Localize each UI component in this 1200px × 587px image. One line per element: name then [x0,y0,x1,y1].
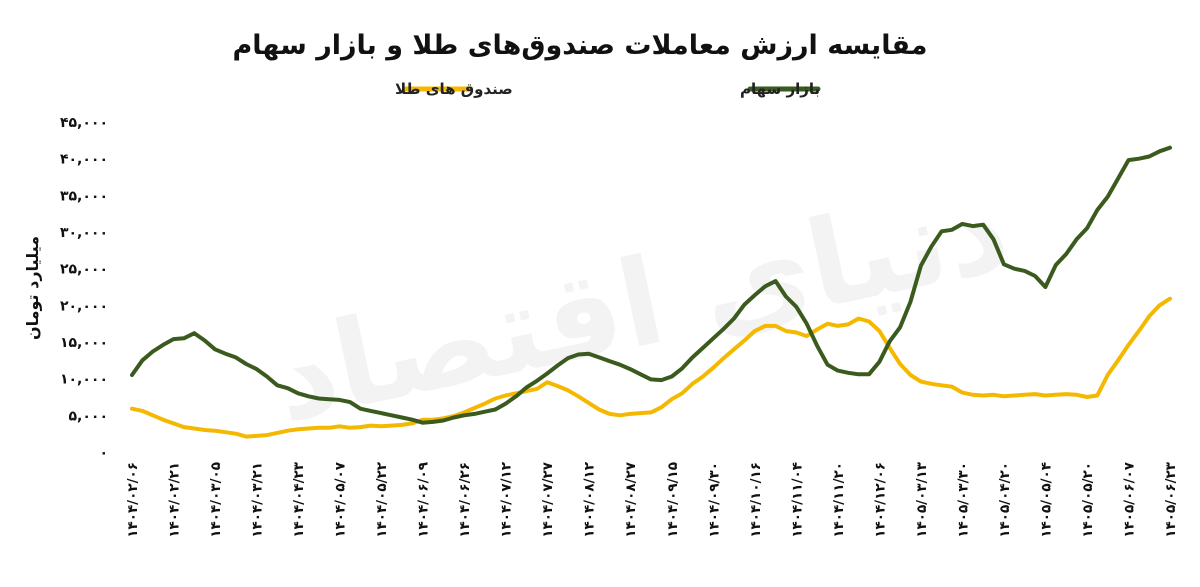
y-tick-label: ۰ [99,445,108,461]
legend: بازار سهام صندوق های طلا [395,80,821,98]
y-tick-label: ۳۵,۰۰۰ [60,188,108,204]
x-tick-label: ۱۴۰۴/۰۸/۱۲ [582,461,598,538]
y-tick-label: ۲۰,۰۰۰ [60,298,108,314]
y-axis-label: میلیارد تومان [23,236,42,340]
y-tick-label: ۵,۰۰۰ [69,408,109,424]
x-tick-label: ۱۴۰۴/۰۸/۲۷ [623,461,639,538]
x-tick-label: ۱۴۰۴/۱۱/۲۰ [831,462,847,538]
chart-title: مقایسه ارزش معاملات صندوق‌های طلا و بازا… [233,30,928,61]
plot-area [130,145,1172,439]
legend-label-stocks: بازار سهام [740,80,820,98]
x-tick-label: ۱۴۰۴/۰۷/۱۲ [499,461,515,538]
x-tick-label: ۱۴۰۴/۰۵/۲۲ [374,461,390,538]
y-tick-label: ۴۰,۰۰۰ [60,152,108,168]
x-tick-label: ۱۴۰۴/۰۶/۲۶ [457,462,473,538]
y-tick-label: ۴۵,۰۰۰ [60,115,108,131]
x-tick-label: ۱۴۰۴/۰۷/۲۷ [540,461,556,538]
x-tick-label: ۱۴۰۴/۰۲/۰۶ [125,462,141,538]
x-tick-label: ۱۴۰۴/۰۶/۰۹ [416,462,432,538]
x-tick-label: ۱۴۰۴/۰۳/۰۵ [208,462,224,538]
x-tick-label: ۱۴۰۵/۰۶/۰۷ [1121,461,1137,538]
y-tick-label: ۲۵,۰۰۰ [60,262,108,278]
legend-label-gold-funds: صندوق های طلا [395,80,513,98]
x-tick-label: ۱۴۰۴/۰۹/۱۵ [665,462,681,538]
x-tick-label: ۱۴۰۴/۰۳/۲۱ [250,462,266,538]
x-tick-label: ۱۴۰۴/۱۲/۰۶ [872,462,888,538]
series-line-stocks [130,145,1172,425]
y-tick-label: ۱۰,۰۰۰ [60,372,108,388]
x-tick-label: ۱۴۰۵/۰۵/۰۴ [1038,462,1054,538]
x-tick-label: ۱۴۰۴/۰۴/۲۳ [291,461,307,538]
x-tick-label: ۱۴۰۴/۰۵/۰۷ [333,461,349,538]
x-tick-label: ۱۴۰۵/۰۵/۲۰ [1080,462,1096,538]
x-tick-label: ۱۴۰۵/۰۴/۲۰ [997,462,1013,538]
x-tick-label: ۱۴۰۴/۰۹/۳۰ [706,462,722,538]
x-tick-label: ۱۴۰۴/۱۱/۰۴ [789,462,805,538]
x-tick-label: ۱۴۰۵/۰۳/۳۰ [955,462,971,538]
x-tick-label: ۱۴۰۵/۰۶/۲۳ [1163,461,1179,538]
x-tick-label: ۱۴۰۵/۰۳/۱۳ [914,461,930,538]
x-axis: ۱۴۰۴/۰۲/۰۶ ۱۴۰۴/۰۲/۲۱ ۱۴۰۴/۰۳/۰۵ ۱۴۰۴/۰۳/۲۱… [125,461,1179,538]
y-tick-label: ۱۵,۰۰۰ [60,335,108,351]
series-line-gold-funds [130,296,1172,439]
y-tick-label: ۳۰,۰۰۰ [60,225,108,241]
y-axis: ۰ ۵,۰۰۰ ۱۰,۰۰۰ ۱۵,۰۰۰ ۲۰,۰۰۰ ۲۵,۰۰۰ ۳۰,۰۰۰ ۳۵,۰… [60,115,108,461]
x-tick-label: ۱۴۰۴/۱۰/۱۶ [748,462,764,538]
x-tick-label: ۱۴۰۴/۰۲/۲۱ [167,462,183,538]
